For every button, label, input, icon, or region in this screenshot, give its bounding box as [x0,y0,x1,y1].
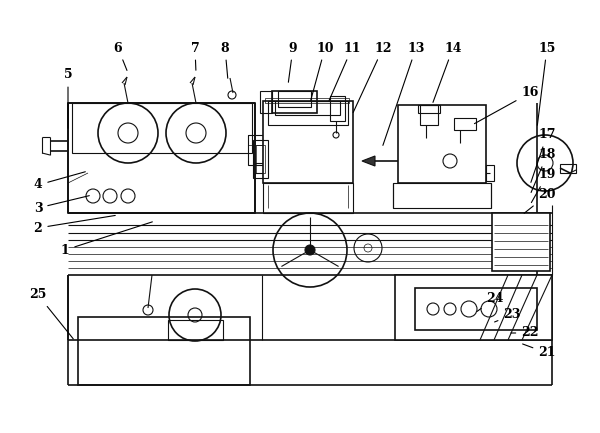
Text: 15: 15 [538,42,556,125]
Bar [395,275,552,340]
Bar [560,164,576,173]
Text: 12: 12 [353,42,392,113]
Text: 2: 2 [34,216,115,235]
Text: 16: 16 [475,87,539,124]
Text: 5: 5 [64,68,73,128]
Bar [253,140,268,178]
Text: 25: 25 [29,288,73,339]
Circle shape [305,245,315,255]
Text: 13: 13 [383,42,425,145]
Bar [72,103,252,153]
Bar [272,91,317,113]
Bar [248,135,266,145]
Bar [263,101,353,183]
Bar [263,183,353,213]
Bar [68,103,255,213]
Text: 24: 24 [477,291,504,311]
Bar [275,101,340,115]
Bar [78,317,250,385]
Text: 4: 4 [34,172,85,191]
Text: 18: 18 [531,149,556,192]
Polygon shape [362,156,375,166]
Text: 3: 3 [34,196,89,214]
Bar [265,98,349,103]
Text: 23: 23 [494,308,521,322]
Bar [486,165,494,181]
Text: 8: 8 [221,42,229,78]
Bar [454,118,476,130]
Bar [260,91,272,113]
Text: 10: 10 [311,42,334,100]
Text: 22: 22 [511,326,539,339]
Text: 11: 11 [329,42,361,100]
Bar [248,135,266,165]
Text: 20: 20 [524,188,556,213]
Text: 7: 7 [191,42,199,70]
Text: 9: 9 [289,42,298,82]
Bar [268,101,348,125]
Bar [420,105,438,125]
Text: 6: 6 [113,42,127,71]
Bar [418,105,440,113]
Bar [393,183,491,208]
Bar [168,320,223,340]
Bar [415,288,537,330]
Text: 17: 17 [531,129,556,182]
Bar [256,145,265,173]
Bar [278,91,311,107]
Bar [492,213,550,271]
Text: 1: 1 [61,222,152,256]
Bar [398,105,486,183]
Text: 14: 14 [433,42,462,102]
Text: 21: 21 [523,344,556,359]
Bar [330,96,345,121]
Text: 19: 19 [532,168,556,203]
